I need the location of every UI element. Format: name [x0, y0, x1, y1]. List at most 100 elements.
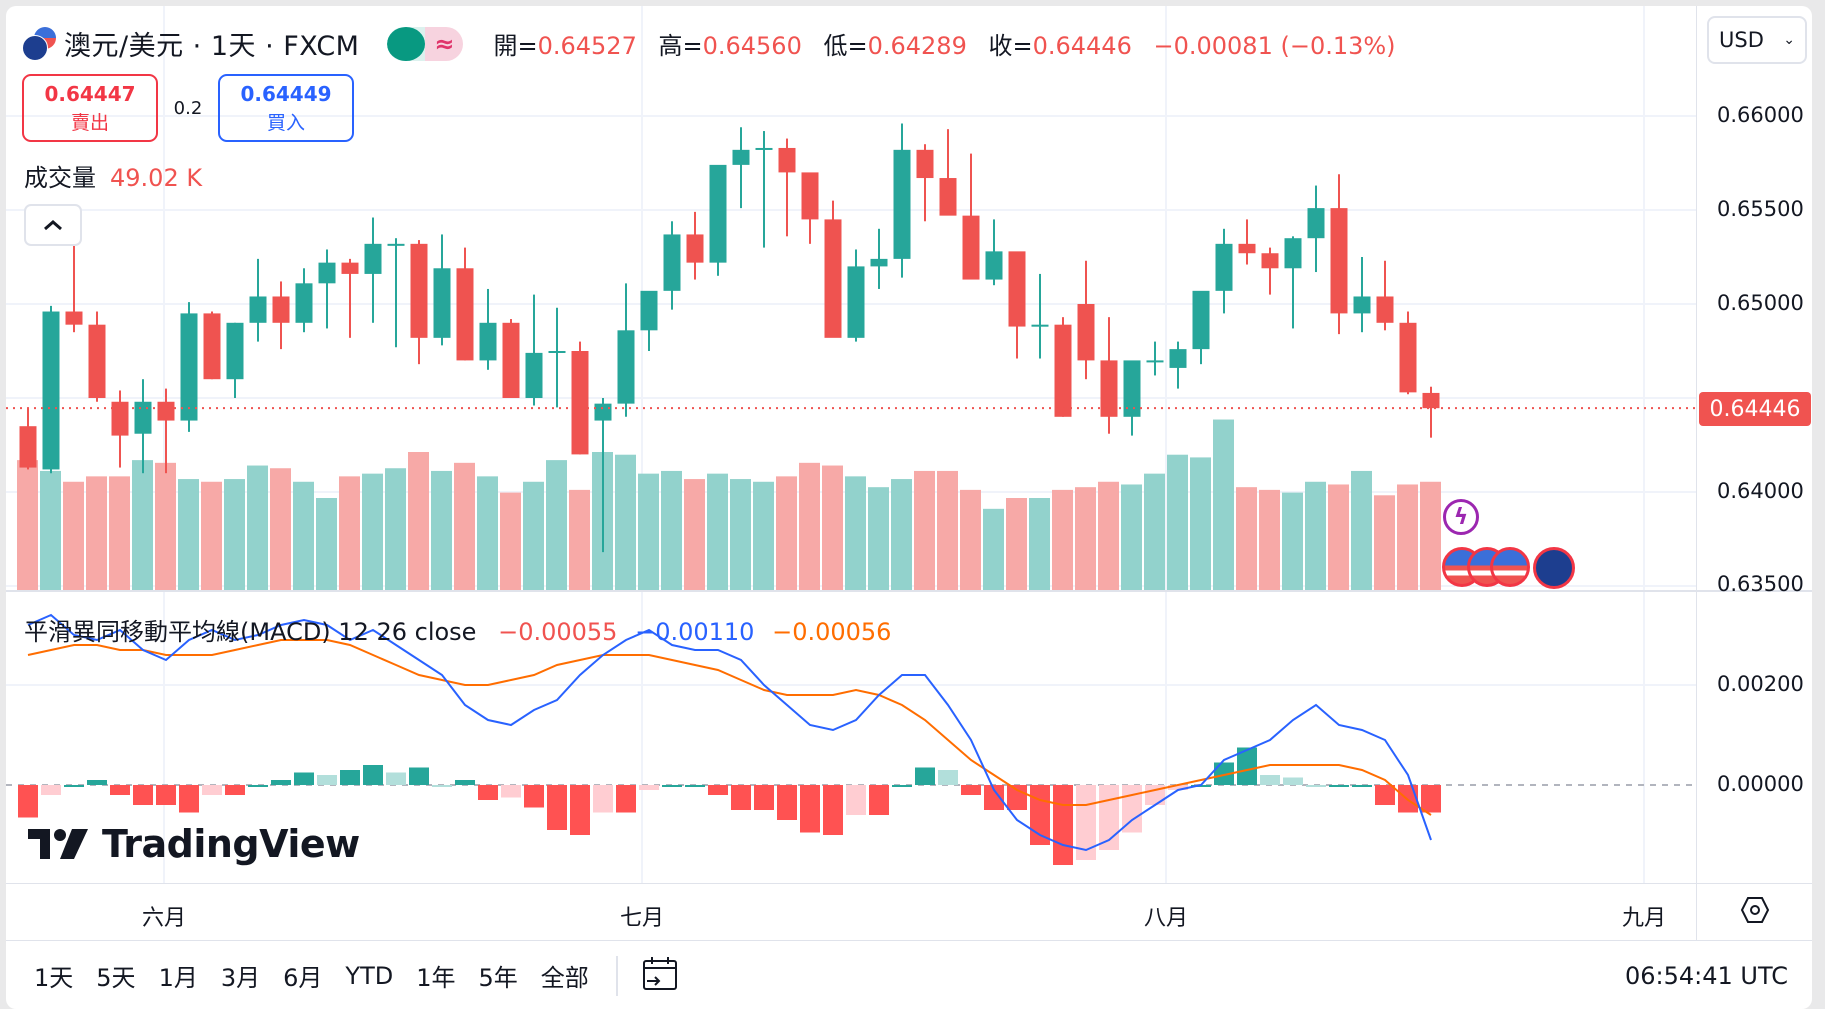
- range-3m-button[interactable]: 3月: [220, 964, 261, 992]
- macd-histogram-bar: [340, 770, 360, 785]
- macd-histogram-bar: [202, 785, 222, 795]
- candle-body: [548, 351, 566, 353]
- macd-histogram-bar: [777, 785, 797, 820]
- candle-body: [1330, 208, 1348, 314]
- volume-bar: [339, 476, 360, 590]
- macd-histogram-bar: [179, 785, 199, 813]
- sell-button[interactable]: 0.64447 賣出: [22, 74, 158, 142]
- chart-settings-button[interactable]: [1696, 883, 1812, 940]
- candle-body: [502, 322, 520, 398]
- volume-bar: [385, 468, 406, 590]
- buy-button[interactable]: 0.64449 買入: [218, 74, 354, 142]
- volume-bar: [1144, 473, 1165, 590]
- range-5y-button[interactable]: 5年: [478, 964, 518, 992]
- candle-body: [962, 215, 980, 280]
- candle-body: [594, 403, 612, 421]
- candle-body: [88, 324, 106, 398]
- volume-value: 49.02 K: [110, 164, 203, 192]
- candle-body: [801, 172, 819, 220]
- macd-histogram-bar: [662, 785, 682, 787]
- range-1m-button[interactable]: 1月: [158, 964, 198, 992]
- candle-body: [824, 219, 842, 338]
- pane-separator[interactable]: [6, 590, 1812, 592]
- time-axis[interactable]: 六月 七月 八月 九月: [6, 883, 1696, 940]
- market-status-pill[interactable]: ≈: [387, 26, 464, 61]
- macd-histogram-bar: [869, 785, 889, 815]
- volume-bar: [891, 479, 912, 590]
- go-to-date-icon[interactable]: [641, 954, 679, 998]
- chart-area[interactable]: 澳元/美元 · 1天 · FXCM ≈ 開=0.64527 高=0.64560 …: [6, 6, 1696, 883]
- lightning-event-icon[interactable]: ϟ: [1443, 499, 1479, 535]
- volume-bar: [845, 476, 866, 590]
- macd-histogram-bar: [501, 785, 521, 798]
- volume-bar: [569, 489, 590, 590]
- candle-body: [456, 268, 474, 361]
- volume-bar: [937, 470, 958, 590]
- candle-body: [157, 401, 175, 421]
- macd-histogram-bar: [1283, 777, 1303, 785]
- ohlc-values: 開=0.64527 高=0.64560 低=0.64289 收=0.64446 …: [493, 26, 1409, 61]
- chart-canvas[interactable]: [6, 6, 1696, 883]
- volume-bar: [1236, 487, 1257, 590]
- volume-bar: [431, 470, 452, 590]
- month-label: 八月: [1143, 906, 1189, 931]
- macd-histogram-bar: [363, 765, 383, 785]
- volume-bar: [224, 479, 245, 590]
- volume-bar: [270, 468, 291, 590]
- range-1d-button[interactable]: 1天: [34, 964, 74, 992]
- macd-histogram-bar: [685, 785, 705, 787]
- currency-select[interactable]: USD ⌄: [1707, 16, 1807, 64]
- volume-bar: [523, 481, 544, 590]
- candle-body: [525, 352, 543, 398]
- utc-clock[interactable]: 06:54:41 UTC: [1625, 961, 1788, 990]
- candle-body: [939, 178, 957, 216]
- symbol-legend: 澳元/美元 · 1天 · FXCM ≈ 開=0.64527 高=0.64560 …: [22, 24, 1410, 63]
- volume-bar: [500, 492, 521, 590]
- macd-histogram-bar: [639, 785, 659, 790]
- range-1y-button[interactable]: 1年: [416, 964, 456, 992]
- volume-bar: [684, 479, 705, 590]
- range-all-button[interactable]: 全部: [540, 964, 589, 992]
- us-flag-event-icon[interactable]: [1490, 547, 1530, 587]
- macd-signal-line: [27, 639, 1432, 816]
- sell-label: 賣出: [70, 111, 109, 134]
- volume-bar: [316, 498, 337, 590]
- symbol-title[interactable]: 澳元/美元 · 1天 · FXCM: [64, 31, 360, 62]
- macd-histogram-bar: [1306, 785, 1326, 787]
- macd-histogram-bar: [248, 785, 268, 787]
- candle-body: [134, 401, 152, 434]
- macd-histogram-bar: [1352, 785, 1372, 787]
- candle-body: [272, 296, 290, 323]
- tradingview-logo[interactable]: TradingView: [28, 822, 360, 866]
- volume-bar: [40, 470, 61, 590]
- low-label: 低=: [823, 32, 868, 60]
- candle-body: [1376, 296, 1394, 323]
- collapse-legend-button[interactable]: [24, 204, 82, 246]
- au-flag-event-icon[interactable]: [1533, 547, 1575, 589]
- macd-histogram-bar: [133, 785, 153, 805]
- candle-body: [617, 330, 635, 404]
- macd-histogram-bar: [18, 785, 38, 818]
- price-axis[interactable]: USD ⌄ 0.66000 0.65500 0.65000 0.64000 0.…: [1696, 6, 1812, 883]
- macd-histogram-bar: [87, 780, 107, 785]
- range-6m-button[interactable]: 6月: [283, 964, 323, 992]
- bottom-toolbar: 1天 5天 1月 3月 6月 YTD 1年 5年 全部 06:54:41 UTC: [6, 940, 1812, 1009]
- volume-bar: [155, 462, 176, 590]
- candle-body: [318, 262, 336, 284]
- volume-bar: [362, 473, 383, 590]
- macd-label[interactable]: 平滑異同移動平均線(MACD) 12 26 close: [24, 618, 477, 646]
- range-5d-button[interactable]: 5天: [96, 964, 136, 992]
- volume-bar: [178, 479, 199, 590]
- macd-histogram-bar: [409, 767, 429, 785]
- volume-bar: [454, 462, 475, 590]
- range-ytd-button[interactable]: YTD: [345, 961, 394, 990]
- open-value: 0.64527: [537, 32, 637, 60]
- currency-value: USD: [1719, 28, 1764, 52]
- macd-histogram-bar: [1053, 785, 1073, 865]
- month-label: 六月: [141, 906, 187, 931]
- market-open-icon: [387, 26, 426, 61]
- volume-bar: [1305, 481, 1326, 590]
- volume-bar: [730, 479, 751, 590]
- volume-bar: [546, 460, 567, 590]
- volume-bar: [247, 465, 268, 590]
